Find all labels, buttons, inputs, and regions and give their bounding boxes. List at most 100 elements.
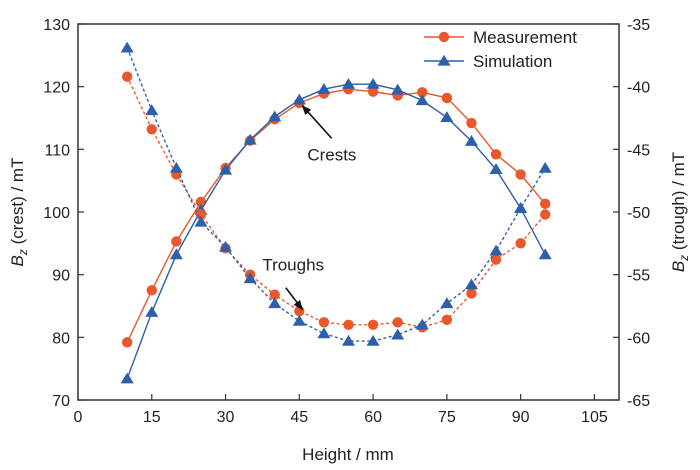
- simulation-crest-point: [317, 82, 331, 94]
- simulation-trough-point: [268, 297, 282, 309]
- legend-entry: Measurement: [424, 28, 577, 47]
- measurement-trough-point: [441, 314, 453, 325]
- measurement-crest-point: [490, 149, 502, 160]
- y-right-tick-label: -45: [627, 142, 650, 159]
- simulation-trough-point: [391, 328, 405, 340]
- simulation-crest-point: [366, 77, 380, 89]
- legend-label: Measurement: [473, 28, 577, 47]
- simulation-trough-point: [169, 161, 183, 173]
- simulation-trough-point: [120, 41, 134, 53]
- measurement-trough-point: [146, 124, 157, 135]
- y-right-tick-label: -60: [627, 330, 650, 347]
- measurement-crest-point: [466, 117, 477, 129]
- measurement-trough-point: [466, 288, 477, 299]
- y-left-tick-label: 120: [43, 80, 70, 97]
- simulation-trough-point: [538, 161, 552, 173]
- simulation-crest-point: [169, 248, 183, 260]
- legend-marker: [437, 54, 451, 66]
- x-axis-title: Height / mm: [302, 445, 394, 464]
- annotation-label: Troughs: [262, 256, 324, 275]
- simulation-trough-point: [341, 334, 356, 346]
- simulation-crest-point: [391, 83, 405, 95]
- simulation-crest-point: [268, 110, 282, 122]
- y-right-tick-label: -55: [627, 268, 650, 285]
- simulation-trough-point: [440, 297, 454, 309]
- simulation-trough-point: [243, 272, 257, 284]
- y-left-tick-label: 100: [43, 205, 70, 222]
- simulation-trough-line: [126, 47, 546, 342]
- legend-label: Simulation: [473, 52, 552, 71]
- simulation-crest-line: [126, 83, 546, 379]
- simulation-trough-point: [514, 202, 528, 213]
- y-axis-title-left: Bz (crest) / mT: [8, 158, 30, 267]
- measurement-crest-series: [121, 83, 551, 348]
- simulation-crest-point: [243, 133, 257, 145]
- simulation-crest-point: [341, 77, 356, 89]
- measurement-trough-point: [121, 71, 133, 82]
- x-tick-label: 75: [438, 409, 456, 426]
- measurement-trough-point: [540, 209, 551, 220]
- x-tick-label: 105: [581, 409, 608, 426]
- measurement-trough-point: [515, 238, 526, 249]
- simulation-crest-point: [120, 372, 134, 384]
- measurement-trough-point: [269, 289, 280, 300]
- measurement-trough-point: [318, 317, 330, 328]
- x-tick-label: 0: [74, 409, 83, 426]
- simulation-trough-point: [317, 327, 331, 339]
- y-right-tick-label: -65: [627, 393, 650, 410]
- x-tick-label: 15: [143, 409, 161, 426]
- y-right-tick-label: -40: [627, 80, 650, 97]
- measurement-crest-point: [540, 198, 551, 210]
- legend-marker: [438, 31, 450, 43]
- simulation-trough-point: [292, 314, 306, 326]
- annotation-arrow: [285, 287, 303, 311]
- x-tick-label: 30: [217, 409, 235, 426]
- measurement-trough-line: [126, 76, 546, 329]
- measurement-trough-point: [343, 319, 354, 330]
- simulation-trough-point: [415, 318, 429, 330]
- simulation-crest-point: [489, 163, 503, 175]
- y-left-tick-label: 130: [43, 17, 70, 34]
- legend: Measurement Simulation: [424, 28, 577, 71]
- y-right-tick-label: -35: [627, 17, 650, 34]
- measurement-trough-point: [294, 305, 305, 317]
- simulation-crest-point: [464, 134, 478, 146]
- y-left-tick-label: 90: [52, 268, 70, 285]
- measurement-trough-series: [121, 71, 551, 333]
- simulation-trough-point: [489, 244, 503, 256]
- y-right-tick-label: -50: [627, 205, 650, 222]
- measurement-crest-point: [417, 87, 428, 98]
- simulation-trough-point: [366, 334, 380, 346]
- measurement-crest-point: [441, 92, 453, 104]
- annotation-arrow: [301, 104, 333, 139]
- y-left-tick-label: 80: [52, 330, 70, 347]
- simulation-trough-point: [194, 215, 208, 227]
- measurement-crest-point: [146, 285, 157, 296]
- legend-entry: Simulation: [424, 52, 552, 71]
- y-axis-title-right: Bz (trough) / mT: [669, 152, 691, 272]
- measurement-trough-point: [367, 319, 379, 330]
- simulation-crest-point: [538, 248, 552, 260]
- measurement-trough-point: [392, 317, 403, 328]
- simulation-crest-point: [219, 163, 233, 175]
- simulation-trough-point: [219, 240, 233, 252]
- measurement-trough-point: [490, 254, 502, 265]
- measurement-crest-point: [121, 337, 133, 348]
- measurement-crest-point: [171, 236, 182, 247]
- measurement-crest-point: [195, 196, 207, 208]
- simulation-crest-point: [415, 94, 429, 106]
- simulation-crest-point: [440, 111, 454, 123]
- x-tick-label: 45: [290, 409, 308, 426]
- annotation-label: Crests: [307, 146, 356, 165]
- x-tick-label: 90: [512, 409, 530, 426]
- measurement-crest-point: [515, 169, 526, 180]
- ticks-layer: 0 15 30 45 60 75 90 105 70 80 90 100 110 120 130 -65 -60…: [43, 17, 650, 426]
- measurement-crest-line: [126, 88, 546, 343]
- simulation-crest-point: [145, 306, 159, 317]
- simulation-crest-point: [292, 93, 306, 105]
- series-layer: [120, 41, 552, 384]
- y-left-tick-label: 110: [44, 142, 70, 159]
- simulation-trough-point: [145, 104, 159, 116]
- y-left-tick-label: 70: [52, 393, 70, 410]
